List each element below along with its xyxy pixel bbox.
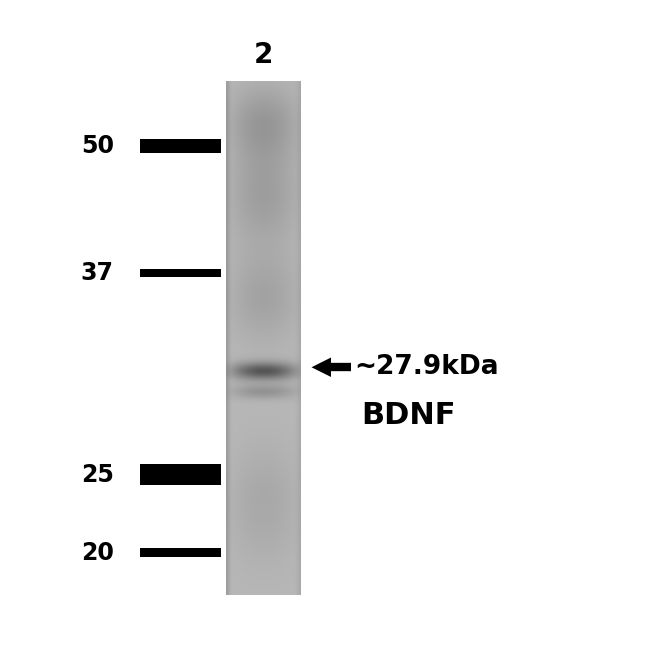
- Bar: [140, 269, 221, 277]
- Text: 20: 20: [81, 541, 114, 564]
- Text: 37: 37: [81, 261, 114, 285]
- Bar: [140, 549, 221, 556]
- Text: ~27.9kDa: ~27.9kDa: [354, 354, 499, 380]
- Text: BDNF: BDNF: [361, 402, 455, 430]
- Text: 50: 50: [81, 135, 114, 158]
- Bar: [140, 464, 221, 485]
- Bar: [140, 139, 221, 153]
- Text: 25: 25: [81, 463, 114, 486]
- Text: 2: 2: [254, 41, 273, 70]
